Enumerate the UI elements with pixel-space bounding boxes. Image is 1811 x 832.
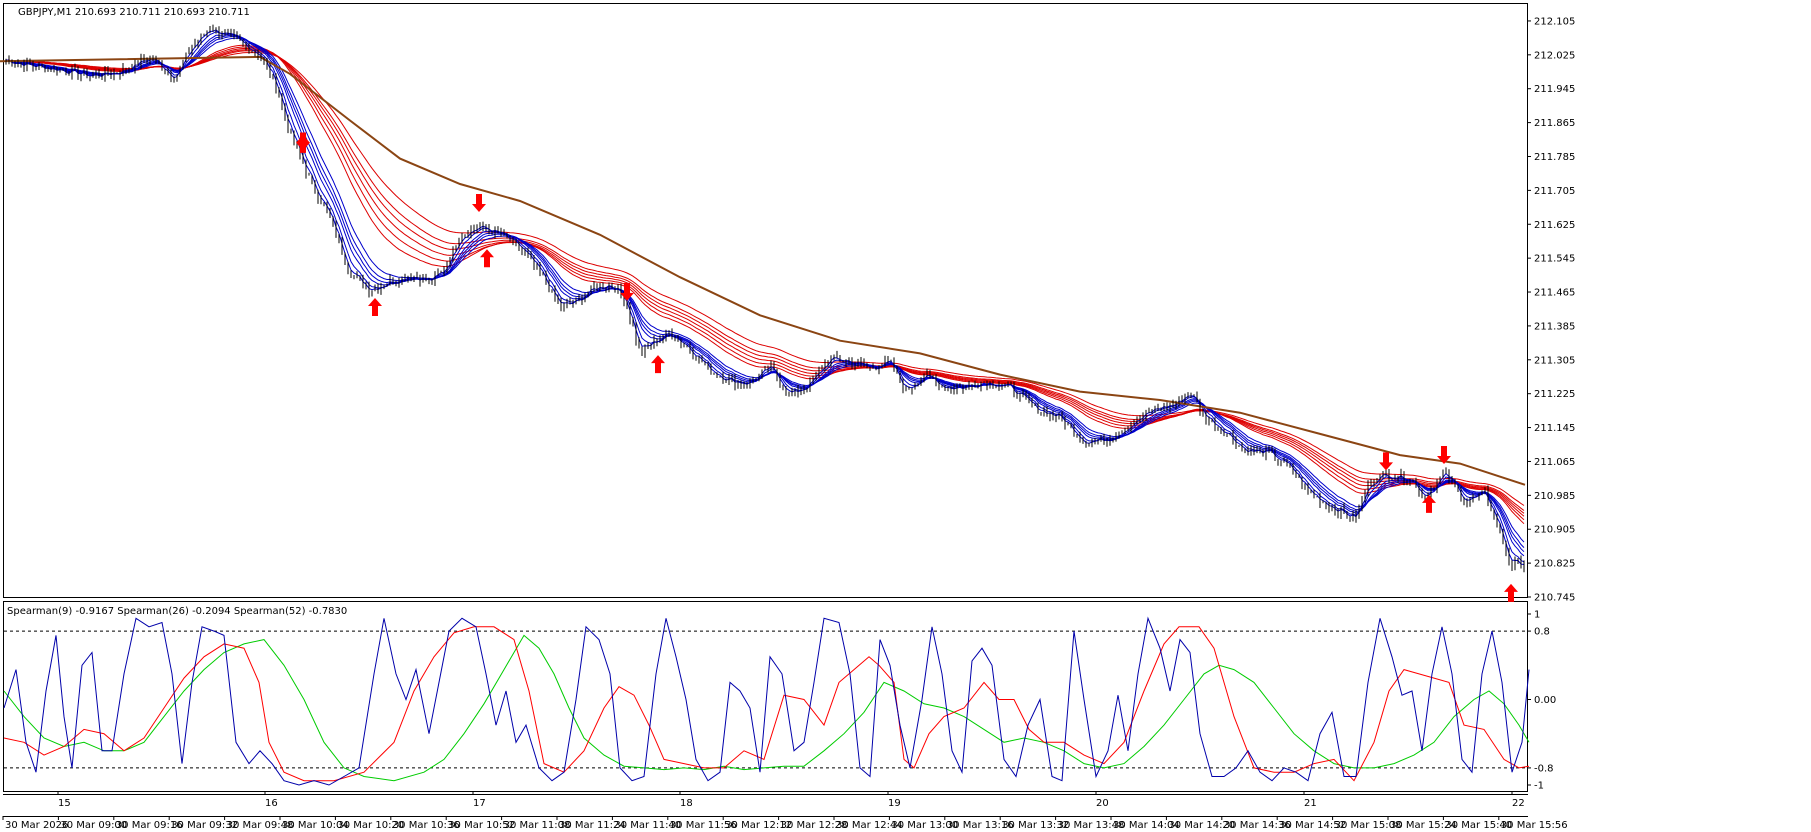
price-tick-label: 210.745 [1534, 593, 1575, 604]
time-label: 30 Mar 09:32 [171, 820, 238, 831]
indicator-panel [3, 601, 1528, 792]
price-tick-label: 211.065 [1534, 457, 1575, 468]
day-label: 18 [680, 798, 693, 809]
signal-arrows [296, 132, 1518, 602]
spearman26-line [3, 626, 1530, 782]
fast-ribbon-line [6, 31, 1525, 563]
price-tick-label: 211.385 [1534, 321, 1575, 332]
main-price-panel [3, 3, 1528, 598]
day-label: 15 [58, 798, 71, 809]
time-label: 30 Mar 15:08 [1335, 820, 1402, 831]
price-tick-label: 211.625 [1534, 220, 1575, 231]
day-label: 16 [265, 798, 278, 809]
down-arrow [296, 132, 310, 151]
indicator-tick-label: 1 [1534, 610, 1540, 621]
time-label: 30 Mar 12:44 [836, 820, 903, 831]
up-arrow [1504, 583, 1518, 602]
time-label: 30 Mar 15:56 [1501, 820, 1568, 831]
time-label: 30 Mar 13:16 [947, 820, 1014, 831]
symbol-header: GBPJPY,M1 210.693 210.711 210.693 210.71… [18, 7, 250, 18]
time-label: 30 Mar 10:36 [393, 820, 460, 831]
up-arrow [651, 355, 665, 374]
indicator-header: Spearman(9) -0.9167 Spearman(26) -0.2094… [7, 606, 347, 617]
spearman52-line [3, 634, 1530, 782]
slow-ribbon-line [6, 49, 1525, 514]
day-label: 17 [473, 798, 486, 809]
spearman-lines [3, 616, 1530, 786]
price-tick-label: 212.105 [1534, 16, 1575, 27]
day-label: 22 [1512, 798, 1525, 809]
indicator-axis: 1 0.8 0.00 -0.8 -1 [1527, 610, 1556, 792]
time-label: 30 Mar 14:20 [1168, 820, 1235, 831]
up-arrow [368, 297, 382, 316]
down-arrow [620, 282, 634, 301]
time-label: 30 Mar 11:24 [559, 820, 626, 831]
time-label: 30 Mar 09:00 [60, 820, 127, 831]
time-label: 30 Mar 11:08 [504, 820, 571, 831]
time-label: 30 Mar 09:48 [227, 820, 294, 831]
day-label: 19 [888, 798, 901, 809]
price-tick-label: 211.545 [1534, 254, 1575, 265]
time-label: 30 Mar 11:56 [670, 820, 737, 831]
time-label: 30 Mar 15:24 [1390, 820, 1457, 831]
time-label: 30 Mar 15:40 [1445, 820, 1512, 831]
time-label: 30 Mar 10:04 [282, 820, 349, 831]
price-tick-label: 211.225 [1534, 389, 1575, 400]
down-arrow [472, 193, 486, 212]
time-label: 30 Mar 10:20 [337, 820, 404, 831]
indicator-levels [4, 630, 1527, 769]
time-label: 30 Mar 09:16 [116, 820, 183, 831]
fast-ribbon-line [6, 37, 1525, 543]
price-tick-label: 211.465 [1534, 288, 1575, 299]
price-tick-label: 210.985 [1534, 491, 1575, 502]
down-arrow [1437, 445, 1451, 464]
time-label: 30 Mar 2026 [5, 820, 68, 831]
indicator-tick-label: 0.8 [1534, 627, 1550, 638]
time-label: 30 Mar 13:32 [1002, 820, 1069, 831]
time-label: 30 Mar 14:52 [1279, 820, 1346, 831]
price-tick-label: 210.905 [1534, 525, 1575, 536]
long-moving-average [0, 55, 1526, 486]
time-label: 30 Mar 12:12 [725, 820, 792, 831]
price-tick-label: 211.785 [1534, 152, 1575, 163]
indicator-tick-label: -0.8 [1534, 763, 1554, 774]
down-arrow [1379, 452, 1393, 471]
fast-ribbon-line [6, 35, 1525, 548]
time-label: 30 Mar 13:48 [1058, 820, 1125, 831]
day-label: 21 [1304, 798, 1317, 809]
time-label: 30 Mar 12:28 [781, 820, 848, 831]
long-ma-line [0, 55, 1526, 486]
spearman9-line [3, 616, 1530, 786]
price-tick-label: 210.825 [1534, 559, 1575, 570]
up-arrow [480, 249, 494, 268]
indicator-tick-label: -1 [1534, 781, 1544, 792]
up-arrow [1422, 494, 1436, 513]
price-tick-label: 211.945 [1534, 84, 1575, 95]
time-label: 30 Mar 13:00 [891, 820, 958, 831]
price-tick-label: 212.025 [1534, 50, 1575, 61]
price-tick-label: 211.305 [1534, 355, 1575, 366]
time-label: 30 Mar 10:52 [448, 820, 515, 831]
time-label: 30 Mar 11:40 [614, 820, 681, 831]
indicator-tick-label: 0.00 [1534, 695, 1556, 706]
slow-ribbon-line [6, 50, 1525, 511]
price-axis: 212.105 212.025 211.945 211.865 211.785 211.7… [1527, 16, 1575, 604]
time-label: 30 Mar 14:04 [1113, 820, 1180, 831]
price-tick-label: 211.865 [1534, 118, 1575, 129]
price-tick-label: 211.145 [1534, 423, 1575, 434]
time-label: 30 Mar 14:36 [1224, 820, 1291, 831]
price-candles [5, 24, 1525, 573]
price-tick-label: 211.705 [1534, 186, 1575, 197]
moving-average-ribbons [6, 29, 1525, 565]
day-label: 20 [1096, 798, 1109, 809]
